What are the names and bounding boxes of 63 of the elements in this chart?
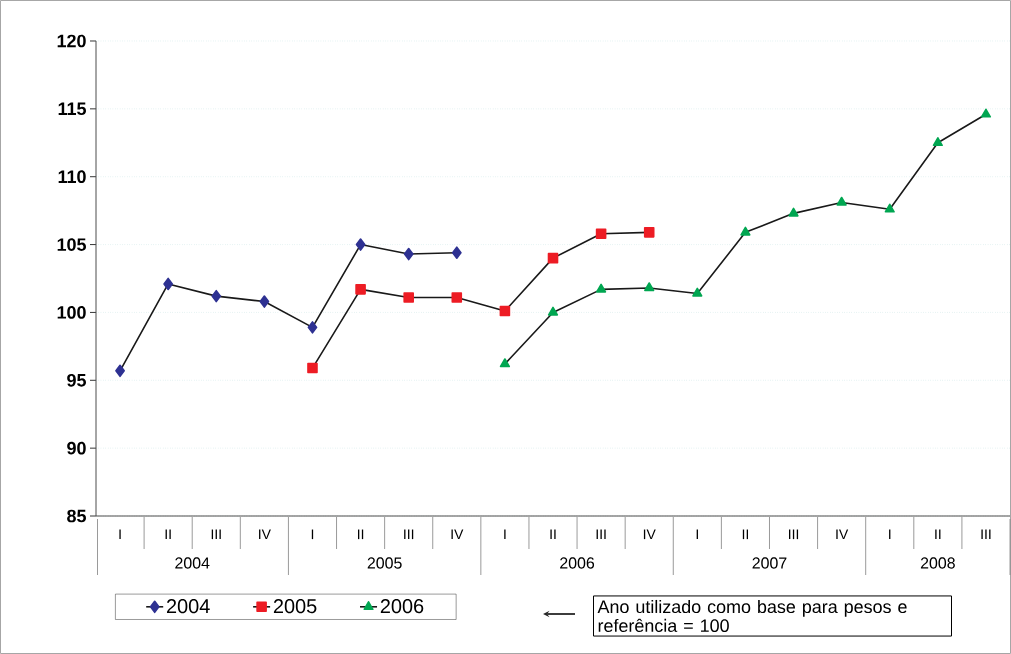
point <box>980 108 992 118</box>
text: 2004 <box>175 557 210 569</box>
point <box>644 282 655 292</box>
point <box>307 321 318 334</box>
point <box>163 277 174 291</box>
point <box>211 289 222 303</box>
x-tick-label: II <box>935 529 941 540</box>
point <box>740 226 751 236</box>
x-tick-label: I <box>119 529 121 540</box>
y-tick-label: 115 <box>58 102 86 116</box>
text: 2007 <box>752 557 787 569</box>
y-tick-label: 110 <box>58 170 86 184</box>
x-tick-label: I <box>889 529 891 540</box>
x-tick-label: III <box>596 529 606 540</box>
point <box>788 207 799 217</box>
point <box>115 364 125 378</box>
x-tick-label: I <box>696 529 698 540</box>
point <box>547 252 559 264</box>
point <box>355 238 366 251</box>
point <box>355 284 366 295</box>
point <box>451 292 463 303</box>
legend-label: 2005 <box>273 599 317 614</box>
x-tick-label: II <box>550 529 556 540</box>
point <box>884 203 895 213</box>
point <box>499 305 511 317</box>
legend-label: 2006 <box>380 599 424 614</box>
x-tick-label: III <box>789 529 799 540</box>
x-tick-label: IV <box>643 529 656 540</box>
y-tick-label: 100 <box>57 306 86 319</box>
y-tick-label: 120 <box>57 34 86 48</box>
point <box>692 287 703 297</box>
y-tick-label: 90 <box>67 441 86 455</box>
text: 2006 <box>560 557 595 569</box>
point <box>403 247 414 261</box>
y-tick-label: 85 <box>67 509 86 523</box>
x-tick-label: IV <box>451 529 464 540</box>
point <box>451 246 462 260</box>
point <box>547 306 559 316</box>
x-tick-label: IV <box>259 529 271 540</box>
x-tick-label: IV <box>836 529 849 540</box>
point <box>307 362 318 374</box>
point <box>643 227 655 238</box>
x-tick-label: I <box>311 529 314 540</box>
text: Ano utilizado como base para pesos e referência = 100 <box>597 599 907 633</box>
x-tick-label: III <box>981 529 991 540</box>
point <box>595 283 607 293</box>
point <box>403 292 414 303</box>
point <box>932 136 943 147</box>
x-tick-label: II <box>357 529 364 540</box>
x-tick-label: II <box>165 529 171 540</box>
x-tick-label: I <box>504 529 506 540</box>
x-tick-label: III <box>404 529 414 540</box>
legend-label: 2004 <box>166 599 210 614</box>
point <box>595 228 607 240</box>
point <box>499 358 511 368</box>
y-tick-label: 95 <box>67 373 86 387</box>
point <box>836 196 847 206</box>
text: 2005 <box>367 557 402 569</box>
x-tick-label: III <box>211 529 221 540</box>
point <box>259 295 270 308</box>
text: 2008 <box>920 557 955 569</box>
y-tick-label: 105 <box>57 238 86 251</box>
x-tick-label: II <box>742 529 749 540</box>
